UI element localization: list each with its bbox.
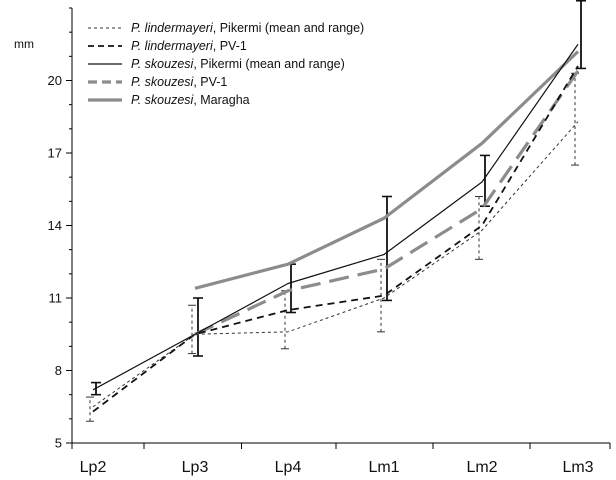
y-tick-label: 11	[49, 291, 63, 306]
series-line	[92, 65, 579, 413]
legend-entry: P. lindermayeri, PV-1	[131, 39, 247, 53]
legend-locality: , Pikermi (mean and range)	[193, 57, 344, 71]
x-tick-label: Lm1	[368, 459, 399, 476]
series-line	[92, 43, 579, 391]
series-line	[92, 121, 579, 408]
legend-locality: , Pikermi (mean and range)	[213, 21, 364, 35]
y-tick-label: 20	[48, 73, 62, 88]
y-tick-label: 8	[55, 363, 62, 378]
legend-entry: P. skouzesi, Maragha	[131, 93, 250, 107]
y-tick-label: 5	[55, 436, 62, 451]
legend-entry: P. lindermayeri, Pikermi (mean and range…	[131, 21, 364, 35]
legend-species: P. lindermayeri	[131, 39, 214, 53]
legend-locality: , Maragha	[193, 93, 249, 107]
x-tick-label: Lm2	[466, 459, 497, 476]
y-tick-label: 14	[48, 218, 62, 233]
axes: 5 8 11 14 17 20 mm Lp2 Lp3 Lp4 Lm1 Lm2 Lm3	[14, 7, 611, 476]
legend: P. lindermayeri, Pikermi (mean and range…	[88, 21, 364, 107]
legend-locality: , PV-1	[193, 75, 227, 89]
legend-entry: P. skouzesi, Pikermi (mean and range)	[131, 57, 345, 71]
legend-entry: P. skouzesi, PV-1	[131, 75, 227, 89]
x-tick-label: Lp3	[182, 459, 209, 476]
y-tick-label: 17	[48, 146, 62, 161]
series-lines	[92, 43, 580, 413]
x-tick-label: Lm3	[562, 459, 593, 476]
legend-locality: , PV-1	[213, 39, 247, 53]
y-unit-label: mm	[14, 37, 34, 51]
series-line	[194, 69, 580, 336]
legend-species: P. skouzesi	[131, 93, 195, 107]
legend-species: P. skouzesi	[131, 57, 195, 71]
series-line	[194, 50, 580, 290]
legend-species: P. skouzesi	[131, 75, 195, 89]
legend-species: P. lindermayeri	[131, 21, 214, 35]
x-tick-label: Lp4	[275, 459, 302, 476]
x-tick-label: Lp2	[80, 459, 107, 476]
